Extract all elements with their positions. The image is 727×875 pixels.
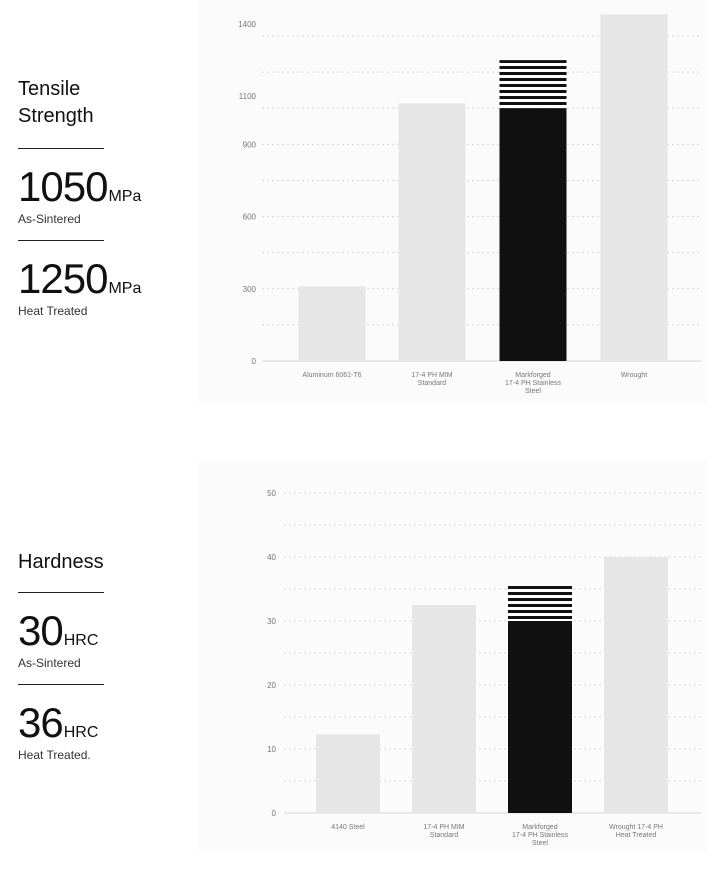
hardness-as-sintered-unit: HRC: [63, 632, 99, 649]
hardness-chart-panel: 0 10 20 30 40 50 4140 Steel 17-4 PH MIM Standard…: [198, 460, 707, 852]
bar: [398, 103, 466, 361]
x-tick-label: Wrought 17-4 PH: [609, 824, 663, 831]
tensile-stats: Tensile Strength 1050MPa As-Sintered 125…: [18, 76, 141, 318]
bar: [604, 557, 668, 813]
x-tick-label: Steel: [525, 388, 541, 395]
hardness-heat-treated-label: Heat Treated.: [18, 748, 91, 762]
bar-heat-treated: [508, 585, 572, 621]
bar: [600, 14, 668, 361]
y-tick-label: 900: [243, 140, 257, 149]
x-tick-label: Steel: [532, 840, 548, 847]
y-tick-label: 40: [267, 553, 276, 562]
x-tick-label: Markforged: [515, 372, 551, 379]
tensile-heat-treated-label: Heat Treated: [18, 304, 88, 318]
bar: [412, 605, 476, 813]
hardness-heat-treated-value: 36: [18, 699, 64, 746]
y-tick-label: 30: [267, 617, 276, 626]
bar-heat-treated: [499, 60, 567, 109]
y-tick-label: 0: [252, 357, 257, 366]
hardness-stats: Hardness 30HRC As-Sintered 36HRC Heat Tr…: [18, 549, 104, 762]
x-tick-label: Wrought: [621, 372, 647, 379]
hardness-heat-treated: 36HRC Heat Treated.: [18, 699, 104, 763]
bar: [316, 734, 380, 813]
divider: [18, 240, 104, 241]
y-tick-label: 600: [243, 213, 257, 222]
x-tick-label: 17-4 PH MIM: [411, 372, 452, 379]
x-tick-label: Heat Treated: [616, 832, 657, 839]
tensile-strength-chart: 0 300 600 900 1100 1400 Aluminum 6061-T6 17-4 P…: [238, 14, 701, 395]
x-tick-label: Standard: [418, 380, 447, 387]
y-tick-label: 10: [267, 745, 276, 754]
tensile-as-sintered-unit: MPa: [108, 188, 142, 205]
tensile-title-line1: Tensile: [18, 78, 81, 100]
bar-as-sintered: [508, 621, 572, 813]
tensile-as-sintered: 1050MPa As-Sintered: [18, 163, 142, 227]
hardness-as-sintered: 30HRC As-Sintered: [18, 607, 104, 671]
x-tick-label: 17-4 PH Stainless: [505, 380, 562, 387]
tensile-chart-panel: 0 300 600 900 1100 1400 Aluminum 6061-T6 17-4 P…: [198, 0, 707, 404]
x-tick-label: Markforged: [522, 824, 558, 831]
tensile-title: Tensile Strength: [18, 76, 141, 130]
y-tick-label: 20: [267, 681, 276, 690]
tensile-as-sintered-label: As-Sintered: [18, 212, 81, 226]
hardness-chart: 0 10 20 30 40 50 4140 Steel 17-4 PH MIMStandard…: [267, 489, 701, 847]
hardness-as-sintered-label: As-Sintered: [18, 656, 81, 670]
x-tick-label: Aluminum 6061-T6: [302, 372, 361, 379]
divider: [18, 592, 104, 593]
x-tick-label: 4140 Steel: [331, 824, 365, 831]
x-tick-label: Standard: [430, 832, 459, 839]
tensile-heat-treated: 1250MPa Heat Treated: [18, 255, 142, 319]
y-tick-label: 50: [267, 489, 276, 498]
x-tick-label: 17-4 PH Stainless: [512, 832, 569, 839]
bar: [298, 286, 366, 361]
divider: [18, 148, 104, 149]
y-tick-label: 300: [243, 285, 257, 294]
tensile-as-sintered-value: 1050: [18, 163, 108, 210]
tensile-heat-treated-unit: MPa: [108, 280, 142, 297]
tensile-heat-treated-value: 1250: [18, 255, 108, 302]
y-tick-label: 0: [272, 809, 277, 818]
divider: [18, 684, 104, 685]
y-tick-label: 1400: [238, 20, 256, 29]
hardness-heat-treated-unit: HRC: [63, 724, 99, 741]
x-tick-label: 17-4 PH MIM: [423, 824, 464, 831]
tensile-title-line2: Strength: [18, 105, 94, 127]
hardness-as-sintered-value: 30: [18, 607, 64, 654]
y-tick-label: 1100: [239, 92, 257, 101]
bar-as-sintered: [499, 108, 567, 361]
hardness-title: Hardness: [18, 551, 104, 573]
